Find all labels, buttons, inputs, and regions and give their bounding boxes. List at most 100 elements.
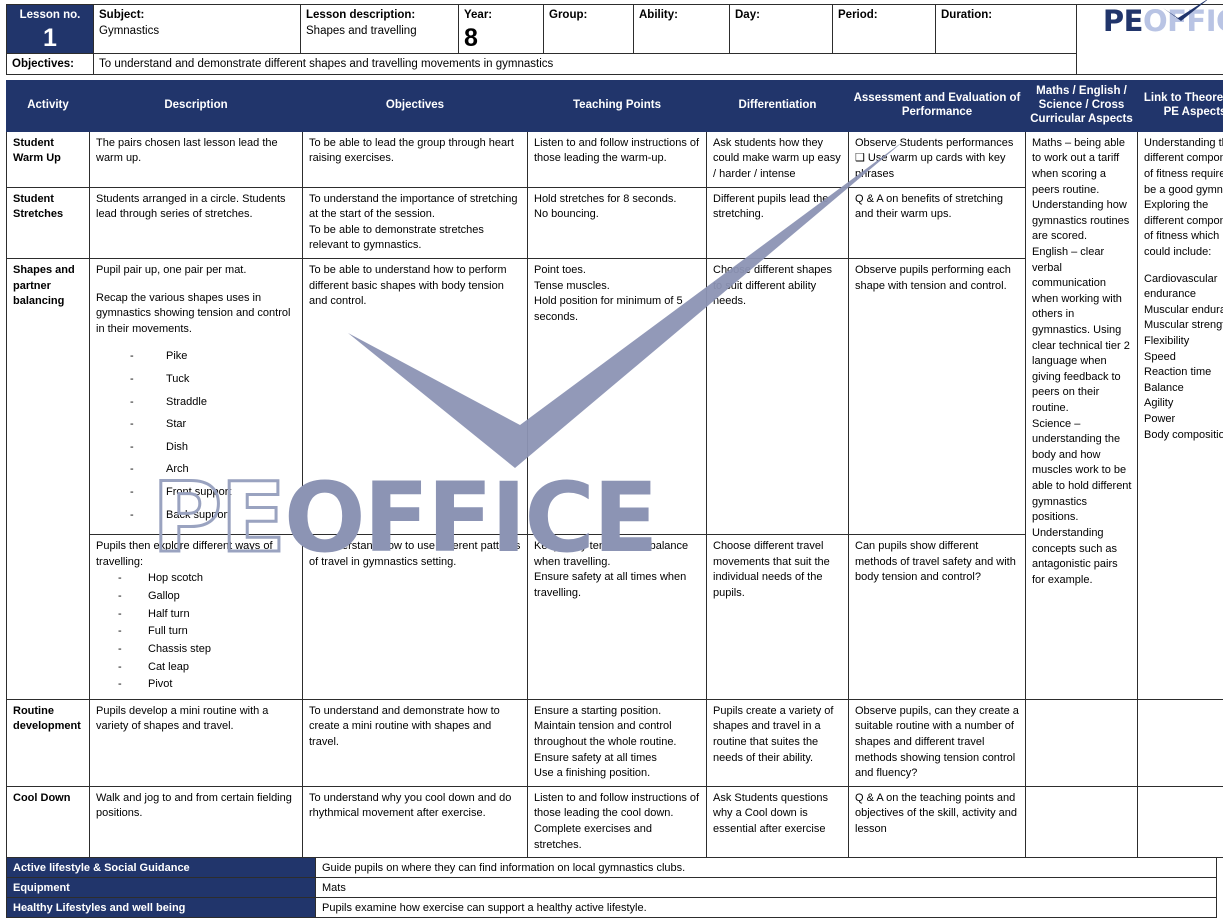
- teaching-shapes-line1: Point toes.: [534, 263, 701, 279]
- assessment-travel[interactable]: Can pupils show different methods of tra…: [849, 535, 1026, 699]
- lesson-description-cell[interactable]: Lesson description: Shapes and travellin…: [301, 5, 459, 54]
- differentiation-travel[interactable]: Choose different travel movements that s…: [707, 535, 849, 699]
- lesson-no-value: 1: [12, 25, 88, 51]
- assessment-warmup-line2: ❑ Use warm up cards with key phrases: [855, 151, 1020, 182]
- fitness-component: Body composition: [1144, 428, 1223, 444]
- teaching-travel[interactable]: Keep body tension and balance when trave…: [528, 535, 707, 699]
- footer-value-healthy-lifestyles[interactable]: Pupils examine how exercise can support …: [316, 898, 1217, 918]
- cross-curricular-cell[interactable]: Maths – being able to work out a tariff …: [1026, 131, 1138, 699]
- footer-value-active-lifestyle[interactable]: Guide pupils on where they can find info…: [316, 858, 1217, 878]
- lesson-description-value: Shapes and travelling: [306, 24, 453, 40]
- list-item: Arch: [126, 462, 297, 478]
- list-item: Cat leap: [114, 660, 297, 676]
- cross-curricular-routine: [1026, 699, 1138, 786]
- day-label: Day:: [735, 8, 827, 24]
- objectives-row: Objectives: To understand and demonstrat…: [7, 53, 1223, 75]
- column-header-objectives: Objectives: [303, 81, 528, 131]
- differentiation-stretches[interactable]: Different pupils lead the stretching.: [707, 187, 849, 258]
- list-item: Gallop: [114, 589, 297, 605]
- assessment-cooldown[interactable]: Q & A on the teaching points and objecti…: [849, 786, 1026, 857]
- list-item: Hop scotch: [114, 571, 297, 587]
- fitness-component: Speed: [1144, 350, 1223, 366]
- teaching-stretches-line2: No bouncing.: [534, 207, 701, 223]
- objectives-stretches-line2: To be able to demonstrate stretches rele…: [309, 223, 522, 254]
- activity-routine: Routine development: [7, 699, 90, 786]
- teaching-routine[interactable]: Ensure a starting position. Maintain ten…: [528, 699, 707, 786]
- lesson-plan-page: Lesson no. 1 Subject: Gymnastics Lesson …: [0, 0, 1223, 738]
- differentiation-routine[interactable]: Pupils create a variety of shapes and tr…: [707, 699, 849, 786]
- description-shapes[interactable]: Pupil pair up, one pair per mat. Recap t…: [90, 258, 303, 534]
- subject-cell[interactable]: Subject: Gymnastics: [94, 5, 301, 54]
- differentiation-cooldown[interactable]: Ask Students questions why a Cool down i…: [707, 786, 849, 857]
- shape-list: Pike Tuck Straddle Star Dish Arch Front …: [96, 349, 297, 523]
- footer-label-active-lifestyle: Active lifestyle & Social Guidance: [7, 858, 316, 878]
- footer-label-equipment: Equipment: [7, 878, 316, 898]
- list-item: Dish: [126, 440, 297, 456]
- teaching-cooldown-line1: Listen to and follow instructions of tho…: [534, 791, 701, 822]
- peoffice-logo: PEOFFICE: [1103, 5, 1223, 40]
- check-icon: [1161, 0, 1215, 22]
- period-cell[interactable]: Period:: [833, 5, 936, 54]
- theoretical-cooldown: [1138, 786, 1223, 857]
- objectives-travel[interactable]: To understand how to use different patte…: [303, 535, 528, 699]
- fitness-component: Muscular strength: [1144, 318, 1223, 334]
- lesson-footer-table: Active lifestyle & Social Guidance Guide…: [6, 857, 1217, 918]
- table-row: Student Warm Up The pairs chosen last le…: [7, 131, 1223, 187]
- list-item: Full turn: [114, 624, 297, 640]
- ability-cell[interactable]: Ability:: [634, 5, 730, 54]
- assessment-stretches[interactable]: Q & A on benefits of stretching and thei…: [849, 187, 1026, 258]
- teaching-shapes-line2: Tense muscles.: [534, 279, 701, 295]
- assessment-routine[interactable]: Observe pupils, can they create a suitab…: [849, 699, 1026, 786]
- differentiation-shapes[interactable]: Choose different shapes to suit differen…: [707, 258, 849, 534]
- theoretical-intro: Understanding the different components o…: [1144, 136, 1223, 261]
- description-travel[interactable]: Pupils then explore different ways of tr…: [90, 535, 303, 699]
- lesson-description-label: Lesson description:: [306, 8, 453, 24]
- year-cell[interactable]: Year: 8: [459, 5, 544, 54]
- description-routine[interactable]: Pupils develop a mini routine with a var…: [90, 699, 303, 786]
- travel-list: Hop scotch Gallop Half turn Full turn Ch…: [96, 571, 297, 692]
- teaching-stretches[interactable]: Hold stretches for 8 seconds. No bouncin…: [528, 187, 707, 258]
- theoretical-pe-cell[interactable]: Understanding the different components o…: [1138, 131, 1223, 699]
- teaching-shapes[interactable]: Point toes. Tense muscles. Hold position…: [528, 258, 707, 534]
- duration-cell[interactable]: Duration:: [936, 5, 1077, 54]
- list-item: Back support: [126, 508, 297, 524]
- fitness-component: Agility: [1144, 396, 1223, 412]
- list-item: Pivot: [114, 677, 297, 693]
- description-stretches[interactable]: Students arranged in a circle. Students …: [90, 187, 303, 258]
- differentiation-warmup[interactable]: Ask students how they could make warm up…: [707, 131, 849, 187]
- objectives-label: Objectives:: [7, 53, 94, 75]
- column-header-differentiation: Differentiation: [707, 81, 849, 131]
- description-shapes-line1: Pupil pair up, one pair per mat.: [96, 263, 297, 279]
- header-row: Lesson no. 1 Subject: Gymnastics Lesson …: [7, 5, 1223, 54]
- year-value: 8: [464, 25, 538, 51]
- teaching-cooldown[interactable]: Listen to and follow instructions of tho…: [528, 786, 707, 857]
- assessment-warmup-line1: Observe Students performances: [855, 136, 1020, 152]
- list-item: Straddle: [126, 395, 297, 411]
- fitness-component: Flexibility: [1144, 334, 1223, 350]
- day-cell[interactable]: Day:: [730, 5, 833, 54]
- cross-curricular-cooldown: [1026, 786, 1138, 857]
- teaching-warmup[interactable]: Listen to and follow instructions of tho…: [528, 131, 707, 187]
- objectives-warmup[interactable]: To be able to lead the group through hea…: [303, 131, 528, 187]
- objectives-value[interactable]: To understand and demonstrate different …: [94, 53, 1077, 75]
- objectives-routine[interactable]: To understand and demonstrate how to cre…: [303, 699, 528, 786]
- list-item: Star: [126, 417, 297, 433]
- fitness-component: Muscular endurance: [1144, 303, 1223, 319]
- description-warmup[interactable]: The pairs chosen last lesson lead the wa…: [90, 131, 303, 187]
- list-item: Tuck: [126, 372, 297, 388]
- teaching-travel-line1: Keep body tension and balance when trave…: [534, 539, 701, 570]
- lesson-header-table: Lesson no. 1 Subject: Gymnastics Lesson …: [6, 4, 1223, 75]
- activity-stretches: Student Stretches: [7, 187, 90, 258]
- objectives-shapes[interactable]: To be able to understand how to perform …: [303, 258, 528, 534]
- assessment-shapes[interactable]: Observe pupils performing each shape wit…: [849, 258, 1026, 534]
- objectives-stretches[interactable]: To understand the importance of stretchi…: [303, 187, 528, 258]
- year-label: Year:: [464, 8, 538, 24]
- fitness-component: Reaction time: [1144, 365, 1223, 381]
- objectives-cooldown[interactable]: To understand why you cool down and do r…: [303, 786, 528, 857]
- description-cooldown[interactable]: Walk and jog to and from certain fieldin…: [90, 786, 303, 857]
- assessment-warmup[interactable]: Observe Students performances ❑ Use warm…: [849, 131, 1026, 187]
- duration-label: Duration:: [941, 8, 1071, 24]
- group-cell[interactable]: Group:: [544, 5, 634, 54]
- footer-value-equipment[interactable]: Mats: [316, 878, 1217, 898]
- teaching-routine-line3: Ensure safety at all times: [534, 751, 701, 767]
